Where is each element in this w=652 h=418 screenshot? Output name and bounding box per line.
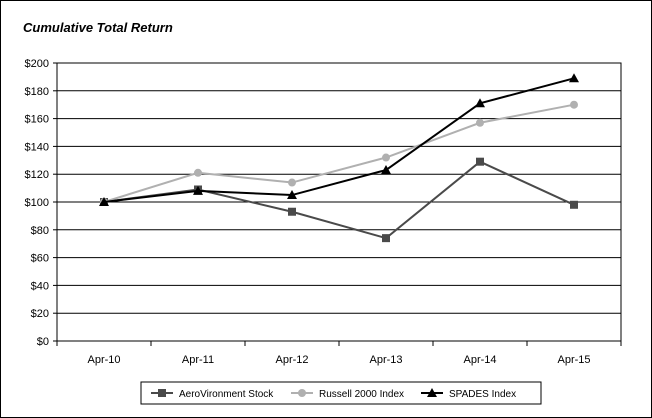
data-point (288, 178, 296, 187)
y-tick-label: $0 (37, 336, 49, 348)
data-point (476, 118, 484, 127)
y-tick-label: $140 (25, 141, 49, 153)
data-point (382, 234, 390, 243)
legend-label: SPADES Index (449, 389, 516, 400)
y-tick-label: $100 (25, 197, 49, 209)
legend-box (140, 381, 542, 405)
x-tick-label: Apr-13 (369, 354, 402, 366)
data-point (99, 197, 109, 206)
data-point (287, 190, 297, 200)
legend-label: Russell 2000 Index (319, 389, 404, 400)
y-tick-label: $160 (25, 114, 49, 126)
y-tick-label: $180 (25, 86, 49, 98)
data-point (193, 185, 203, 195)
legend-marker (298, 389, 306, 397)
legend-marker (427, 388, 437, 397)
series-layer (99, 73, 579, 243)
series-line (103, 103, 575, 203)
legend-entry: AeroVironment Stock (151, 389, 274, 400)
series-line (103, 160, 575, 240)
data-point (475, 98, 485, 108)
grid-layer (56, 62, 622, 342)
legend-entry: Russell 2000 Index (291, 389, 404, 400)
y-tick-label: $200 (25, 58, 49, 70)
chart-title: Cumulative Total Return (23, 20, 173, 35)
axis-layer: $0 $20 $40 $60 $80 $100 $120 $140 $160 $180 $200 Ap… (25, 58, 622, 366)
data-point (381, 165, 391, 175)
series-russell-2000-index (100, 100, 578, 206)
x-tick-label: Apr-12 (275, 354, 308, 366)
y-tick-label: $80 (31, 225, 49, 237)
legend: AeroVironment Stock Russell 2000 Index SPA… (140, 381, 542, 405)
legend-marker (158, 389, 166, 397)
series-line (103, 77, 575, 203)
x-tick-label: Apr-10 (87, 354, 120, 366)
data-point (476, 157, 484, 166)
y-tick-label: $20 (31, 308, 49, 320)
x-tick-label: Apr-11 (182, 354, 214, 366)
data-point (570, 200, 578, 209)
legend-entry: SPADES Index (421, 388, 516, 400)
x-tick-label: Apr-14 (463, 354, 496, 366)
data-point (288, 207, 296, 216)
series-spades-index (99, 73, 579, 206)
y-tick-label: $40 (31, 280, 49, 292)
data-point (382, 153, 390, 162)
legend-label: AeroVironment Stock (179, 389, 274, 400)
data-point (569, 73, 579, 83)
y-tick-label: $60 (31, 253, 49, 265)
y-tick-label: $120 (25, 169, 49, 181)
data-point (570, 100, 578, 109)
data-point (194, 168, 202, 177)
x-tick-label: Apr-15 (557, 354, 590, 366)
